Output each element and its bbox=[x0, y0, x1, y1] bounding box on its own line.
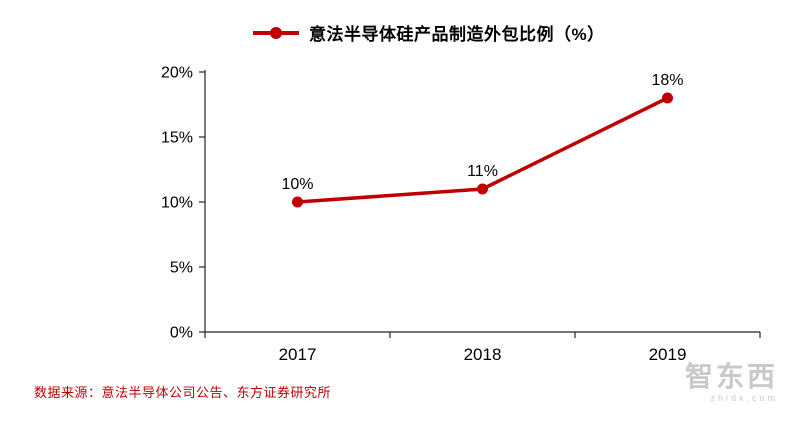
x-tick-label: 2017 bbox=[279, 345, 317, 364]
chart-legend: 意法半导体硅产品制造外包比例（%） bbox=[253, 20, 605, 45]
data-label: 18% bbox=[651, 72, 683, 89]
data-point-marker bbox=[477, 183, 488, 195]
legend-line-marker-icon bbox=[253, 26, 299, 39]
y-tick-label: 20% bbox=[161, 65, 193, 82]
x-tick-label: 2019 bbox=[649, 345, 687, 364]
x-tick-label: 2018 bbox=[464, 345, 502, 364]
watermark-text: 智东西 bbox=[684, 361, 778, 392]
legend-dot-icon bbox=[270, 26, 282, 39]
y-tick-label: 5% bbox=[170, 260, 193, 277]
legend-label: 意法半导体硅产品制造外包比例（%） bbox=[309, 25, 605, 44]
data-label: 11% bbox=[467, 163, 498, 180]
data-point-marker bbox=[292, 196, 303, 208]
y-tick-label: 10% bbox=[161, 195, 193, 212]
source-note: 数据来源：意法半导体公司公告、东方证券研究所 bbox=[34, 385, 332, 400]
data-label: 10% bbox=[281, 176, 313, 193]
watermark-subtext: zhidx.com bbox=[710, 393, 778, 403]
y-tick-label: 15% bbox=[161, 130, 193, 147]
y-tick-label: 0% bbox=[170, 325, 193, 342]
data-point-marker bbox=[662, 92, 673, 104]
watermark: 智东西 zhidx.com bbox=[685, 363, 778, 403]
